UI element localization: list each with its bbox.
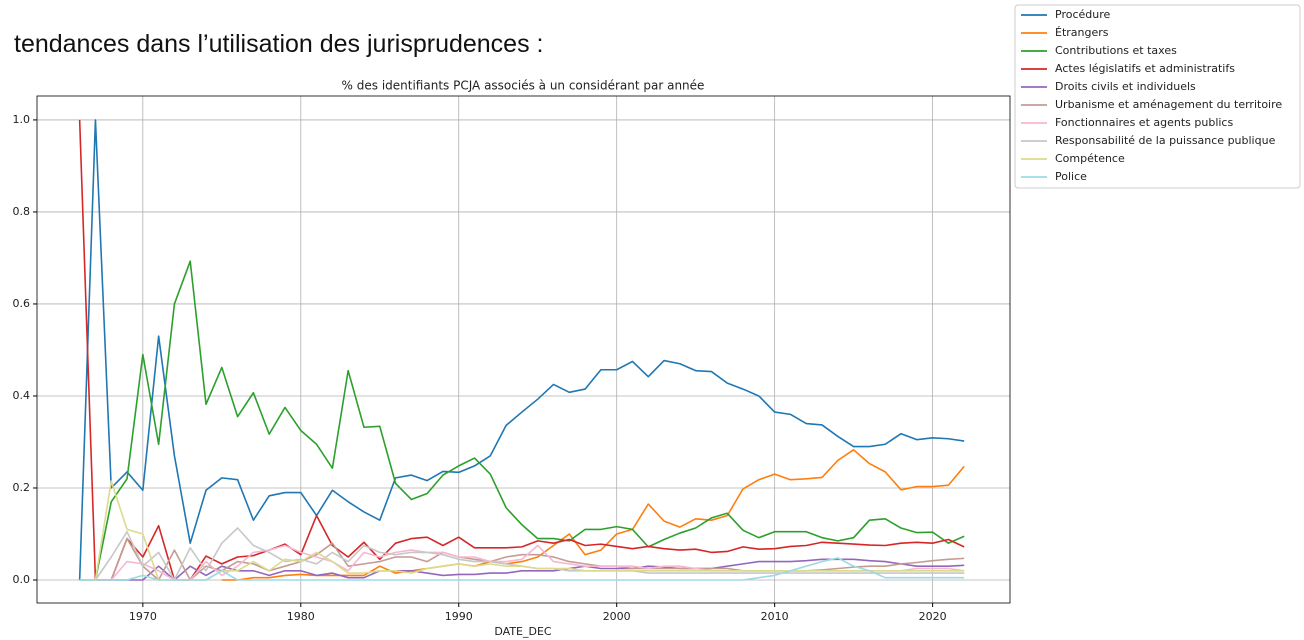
series-line [79,544,965,581]
legend-label: Actes législatifs et administratifs [1055,62,1235,75]
y-tick-label: 0.0 [13,573,31,586]
series-line [78,119,965,581]
legend-label: Compétence [1055,152,1125,165]
x-tick-label: 2020 [919,610,947,623]
legend-label: Droits civils et individuels [1055,80,1196,93]
x-tick-label: 1970 [129,610,157,623]
x-tick-label: 2010 [761,610,789,623]
x-tick-label: 1980 [287,610,315,623]
series-line [221,449,965,581]
legend-label: Étrangers [1055,26,1109,39]
series-line [78,119,965,581]
legend-label: Responsabilité de la puissance publique [1055,134,1276,147]
y-tick-label: 0.4 [13,389,31,402]
legend-box [1014,4,1301,189]
x-axis-label: DATE_DEC [494,625,552,638]
x-tick-label: 2000 [603,610,631,623]
axes-frame [36,95,1011,604]
legend-label: Fonctionnaires et agents publics [1055,116,1233,129]
series-line [79,557,965,581]
series-line [79,480,965,581]
y-tick-label: 1.0 [13,113,31,126]
legend-label: Procédure [1055,8,1111,21]
series-line [79,260,965,581]
heading: tendances dans l’utilisation des jurispr… [14,30,544,58]
chart-title: % des identifiants PCJA associés à un co… [342,79,705,93]
legend-label: Urbanisme et aménagement du territoire [1055,98,1282,111]
legend-label: Contributions et taxes [1055,44,1177,57]
x-tick-label: 1990 [445,610,473,623]
y-tick-label: 0.6 [13,297,31,310]
legend-label: Police [1055,170,1087,183]
y-tick-label: 0.2 [13,481,31,494]
y-tick-label: 0.8 [13,205,31,218]
